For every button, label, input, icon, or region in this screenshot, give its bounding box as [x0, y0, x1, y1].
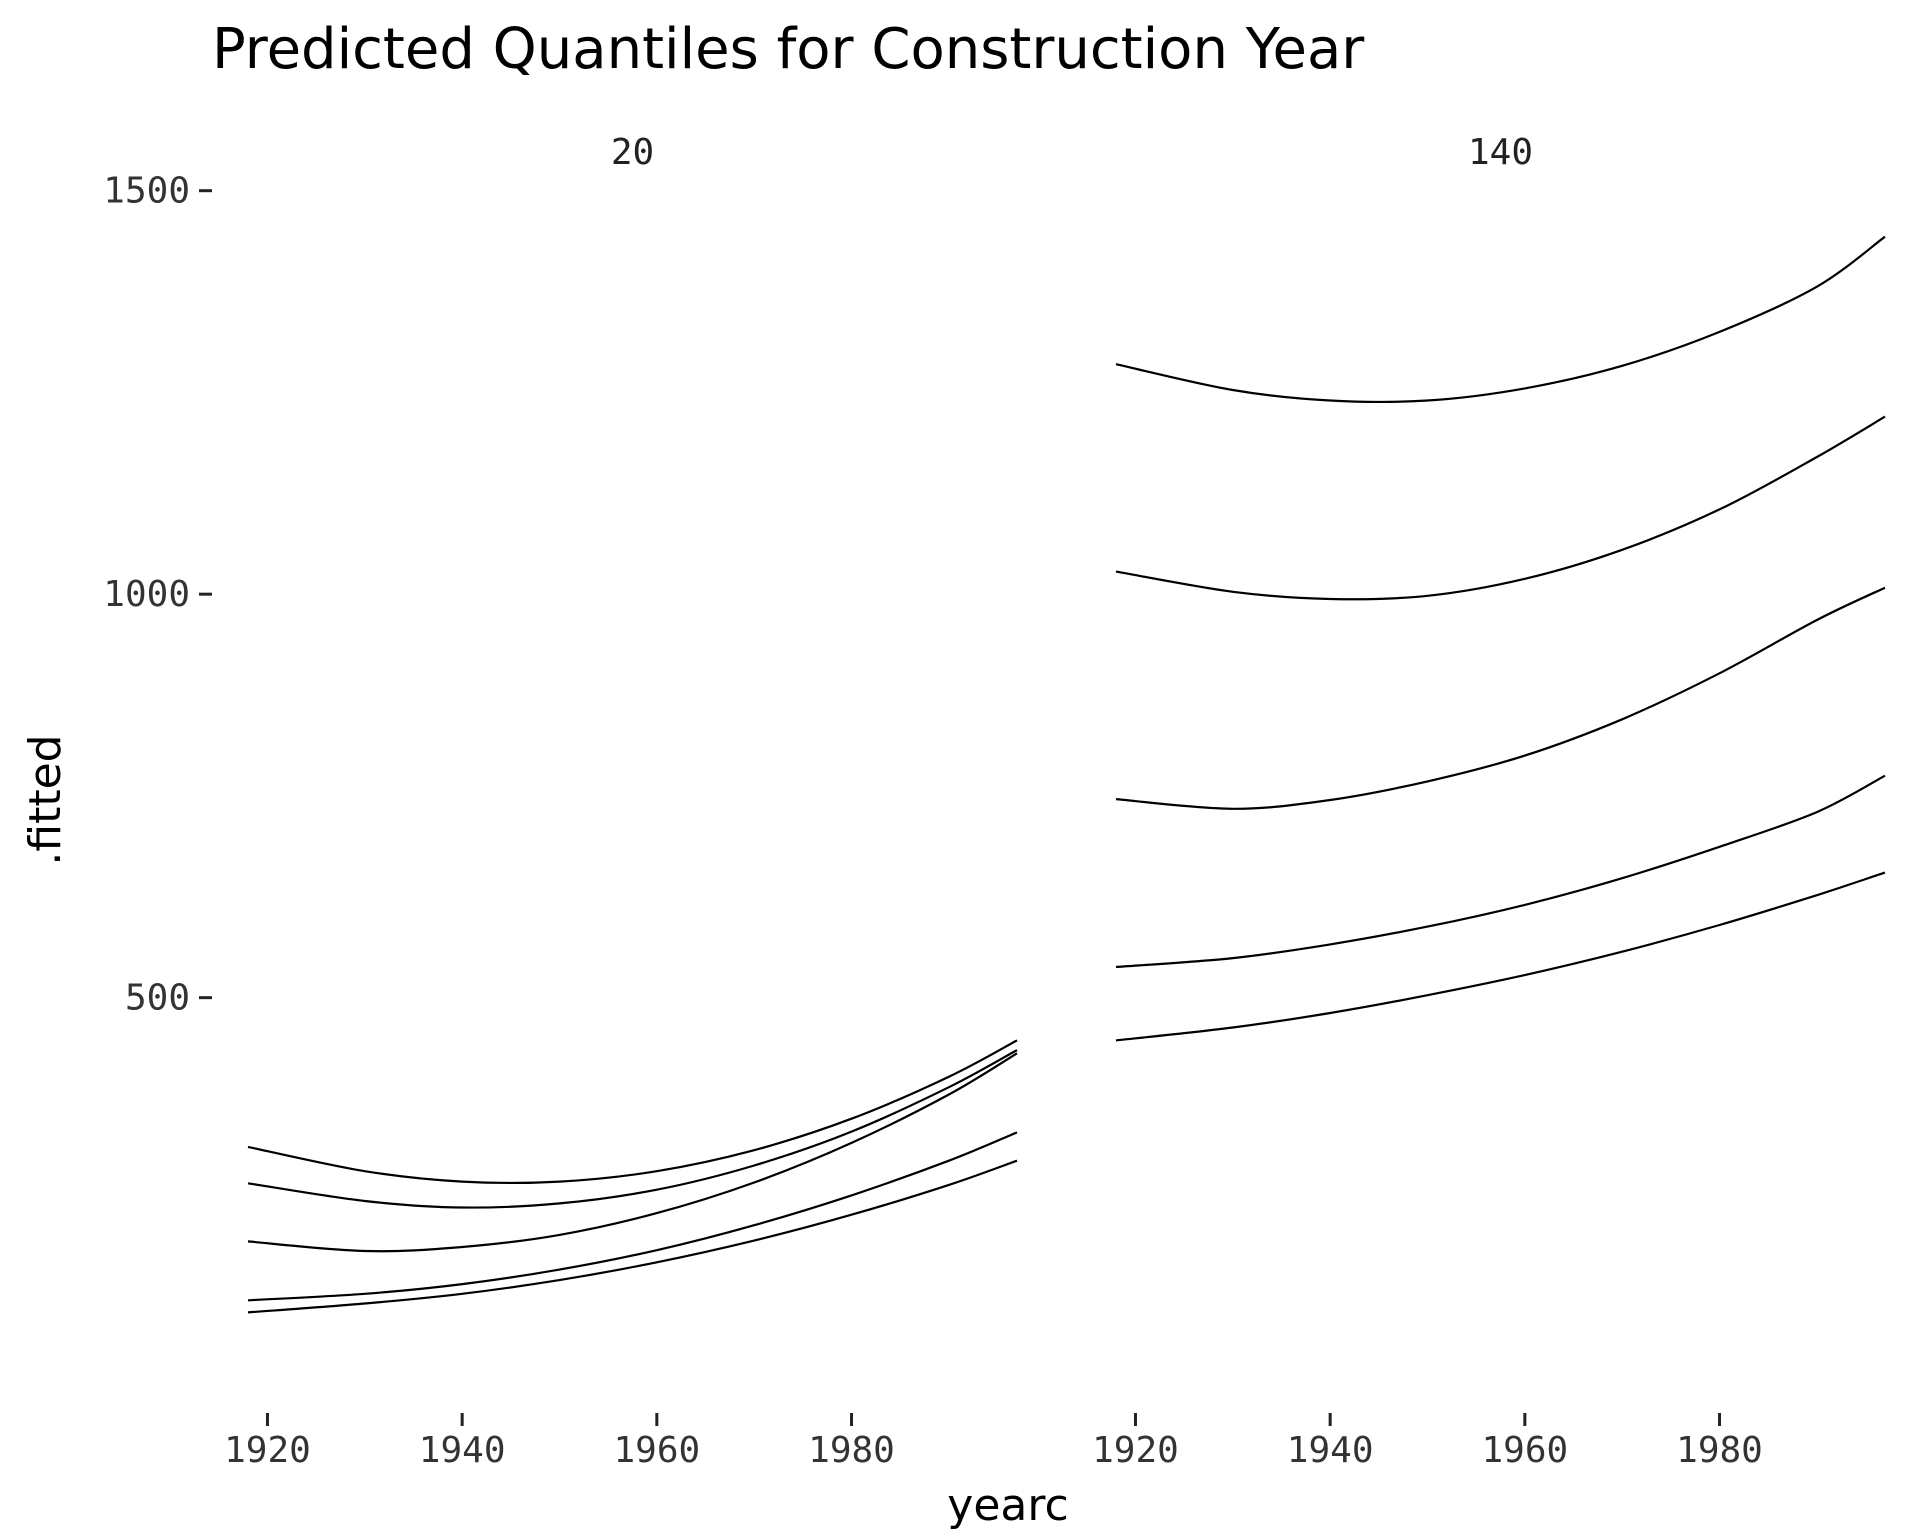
panel-1: 140 1920 1940 1960 1980 [1092, 132, 1886, 1471]
x-axis-title: yearc [947, 1480, 1068, 1531]
x-tick-label-3: 1980 [1676, 1430, 1763, 1471]
quantile-curve-0 [247, 1159, 1018, 1314]
x-tick-label-1: 1940 [419, 1430, 506, 1471]
quantile-curve-0 [1115, 871, 1886, 1042]
x-tick-label-0: 1920 [224, 1430, 311, 1471]
quantile-curve-3 [247, 1049, 1018, 1209]
y-tick-label-2: 1500 [103, 171, 190, 212]
y-tick-label-1: 1000 [103, 574, 190, 615]
quantile-curve-4 [247, 1039, 1018, 1185]
y-tick-label-0: 500 [125, 978, 190, 1019]
panels: 20 1920 1940 1960 1980 140 1920 1940 1960 1980 [224, 132, 1886, 1471]
quantile-curve-4 [1115, 235, 1886, 404]
y-axis: 500 1000 1500 [103, 171, 212, 1019]
panel-0: 20 1920 1940 1960 1980 [224, 132, 1018, 1471]
quantile-curve-2 [247, 1052, 1018, 1253]
x-tick-label-1: 1940 [1287, 1430, 1374, 1471]
quantile-curve-3 [1115, 415, 1886, 601]
quantile-curve-1 [247, 1131, 1018, 1302]
panel-strip-label: 20 [611, 132, 654, 173]
panel-strip-label: 140 [1468, 132, 1533, 173]
quantile-curve-2 [1115, 586, 1886, 810]
chart-title: Predicted Quantiles for Construction Yea… [212, 17, 1365, 82]
quantile-curve-1 [1115, 774, 1886, 969]
x-tick-label-2: 1960 [613, 1430, 700, 1471]
x-tick-label-0: 1920 [1092, 1430, 1179, 1471]
x-tick-label-3: 1980 [808, 1430, 895, 1471]
y-axis-title: .fitted [20, 734, 71, 865]
x-tick-label-2: 1960 [1481, 1430, 1568, 1471]
